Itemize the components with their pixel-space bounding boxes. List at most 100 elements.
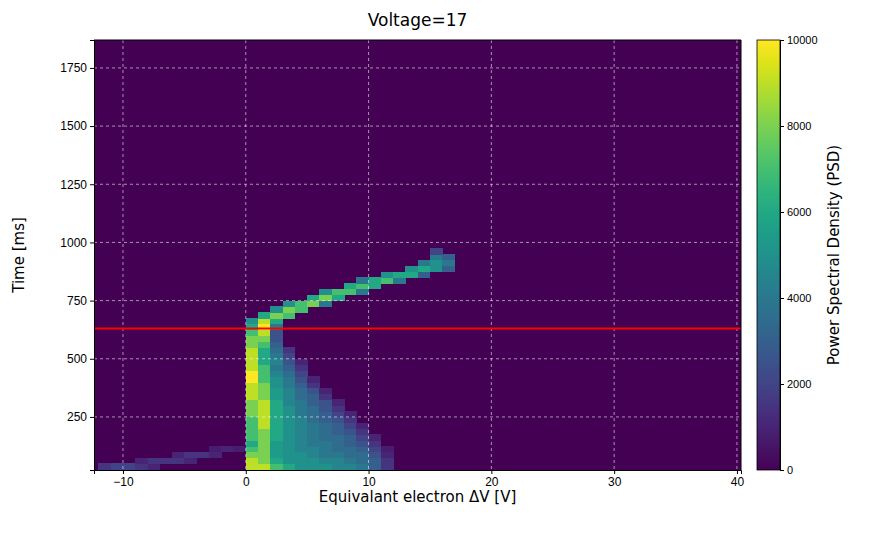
heatmap-cell <box>258 399 271 405</box>
x-axis-line <box>95 471 742 475</box>
heatmap-cell <box>258 394 271 400</box>
grid-line-x <box>491 40 492 470</box>
heatmap-cell <box>418 266 431 272</box>
heatmap-cell <box>295 429 308 435</box>
heatmap-cell <box>307 452 320 458</box>
heatmap-cell <box>430 248 443 254</box>
heatmap-cell <box>332 463 345 469</box>
heatmap-cell <box>381 446 394 452</box>
heatmap-cell <box>246 370 259 376</box>
heatmap-cell <box>295 463 308 469</box>
heatmap-cell <box>319 434 332 440</box>
grid-line-y <box>94 300 741 301</box>
heatmap-cell <box>270 405 283 411</box>
heatmap-cell <box>283 423 296 429</box>
x-tick: 20 <box>485 470 499 489</box>
heatmap-cell <box>98 463 111 469</box>
heatmap-cell <box>319 301 332 307</box>
heatmap-cell <box>295 423 308 429</box>
heatmap-cell <box>209 446 222 452</box>
heatmap-cell <box>295 359 308 365</box>
x-tick-label: 30 <box>608 475 622 489</box>
heatmap-cell <box>295 306 308 312</box>
heatmap-cell <box>246 458 259 464</box>
heatmap-cell <box>430 254 443 260</box>
heatmap-cell <box>246 365 259 371</box>
heatmap-cell <box>258 336 271 342</box>
heatmap-cell <box>258 434 271 440</box>
heatmap-cell <box>344 429 357 435</box>
heatmap-cell <box>270 452 283 458</box>
heatmap-cell <box>148 463 161 469</box>
colorbar-tick-label: 10000 <box>787 34 818 46</box>
heatmap-cell <box>258 440 271 446</box>
heatmap-cell <box>258 388 271 394</box>
heatmap-cell <box>356 289 369 295</box>
heatmap-cell <box>270 394 283 400</box>
heatmap-cell <box>369 277 382 283</box>
heatmap-cell <box>209 452 222 458</box>
heatmap-cell <box>283 353 296 359</box>
x-tick-label: 40 <box>731 475 745 489</box>
heatmap-cell <box>246 353 259 359</box>
y-tick-mark <box>90 359 94 360</box>
heatmap-cell <box>246 417 259 423</box>
colorbar-tick: 10000 <box>780 34 818 46</box>
heatmap-cell <box>258 370 271 376</box>
x-tick-mark <box>737 470 738 474</box>
heatmap-cell <box>283 417 296 423</box>
heatmap-cell <box>246 399 259 405</box>
heatmap-cell <box>307 376 320 382</box>
heatmap-cell <box>283 411 296 417</box>
heatmap-cell <box>246 440 259 446</box>
x-axis: −10010203040 <box>95 470 745 489</box>
colorbar-title: Power Spectral Density (PSD) <box>825 145 843 365</box>
heatmap-cell <box>307 388 320 394</box>
heatmap-cell <box>442 254 455 260</box>
x-tick-label: 20 <box>485 475 499 489</box>
heatmap-cell <box>270 446 283 452</box>
heatmap-cell <box>332 405 345 411</box>
heatmap-cell <box>246 411 259 417</box>
heatmap-cell <box>344 452 357 458</box>
colorbar-tick: 6000 <box>780 206 811 218</box>
grid-line-x <box>368 40 369 470</box>
heatmap-cell <box>356 423 369 429</box>
colorbar-tick-mark <box>780 40 784 41</box>
heatmap-cell <box>295 458 308 464</box>
heatmap-cell <box>283 382 296 388</box>
heatmap-cell <box>307 417 320 423</box>
heatmap-cell <box>344 423 357 429</box>
heatmap-cell <box>246 434 259 440</box>
heatmap-cell <box>270 376 283 382</box>
heatmap-cell <box>283 312 296 318</box>
heatmap-cell <box>381 458 394 464</box>
heatmap-cell <box>246 463 259 469</box>
heatmap-cell <box>356 446 369 452</box>
heatmap-cell <box>332 399 345 405</box>
heatmap-cell <box>295 376 308 382</box>
heatmap-cell <box>283 446 296 452</box>
heatmap-cell <box>356 458 369 464</box>
heatmap-cell <box>418 260 431 266</box>
heatmap-cell <box>369 463 382 469</box>
heatmap-cell <box>270 388 283 394</box>
heatmap-cell <box>344 283 357 289</box>
heatmap-cell <box>319 289 332 295</box>
heatmap-cell <box>246 388 259 394</box>
y-tick-label: 500 <box>67 352 87 366</box>
heatmap-cell <box>246 341 259 347</box>
y-tick: 1250 <box>60 178 94 192</box>
heatmap-cell <box>283 376 296 382</box>
grid-line-y <box>94 67 741 68</box>
heatmap-cell <box>307 399 320 405</box>
frame-top <box>94 40 741 41</box>
heatmap-cell <box>332 446 345 452</box>
heatmap-cell <box>270 365 283 371</box>
heatmap-cell <box>246 446 259 452</box>
x-tick-mark <box>369 470 370 474</box>
heatmap-cell <box>307 429 320 435</box>
heatmap-cell <box>344 411 357 417</box>
heatmap-cell <box>246 423 259 429</box>
heatmap-cell <box>307 382 320 388</box>
